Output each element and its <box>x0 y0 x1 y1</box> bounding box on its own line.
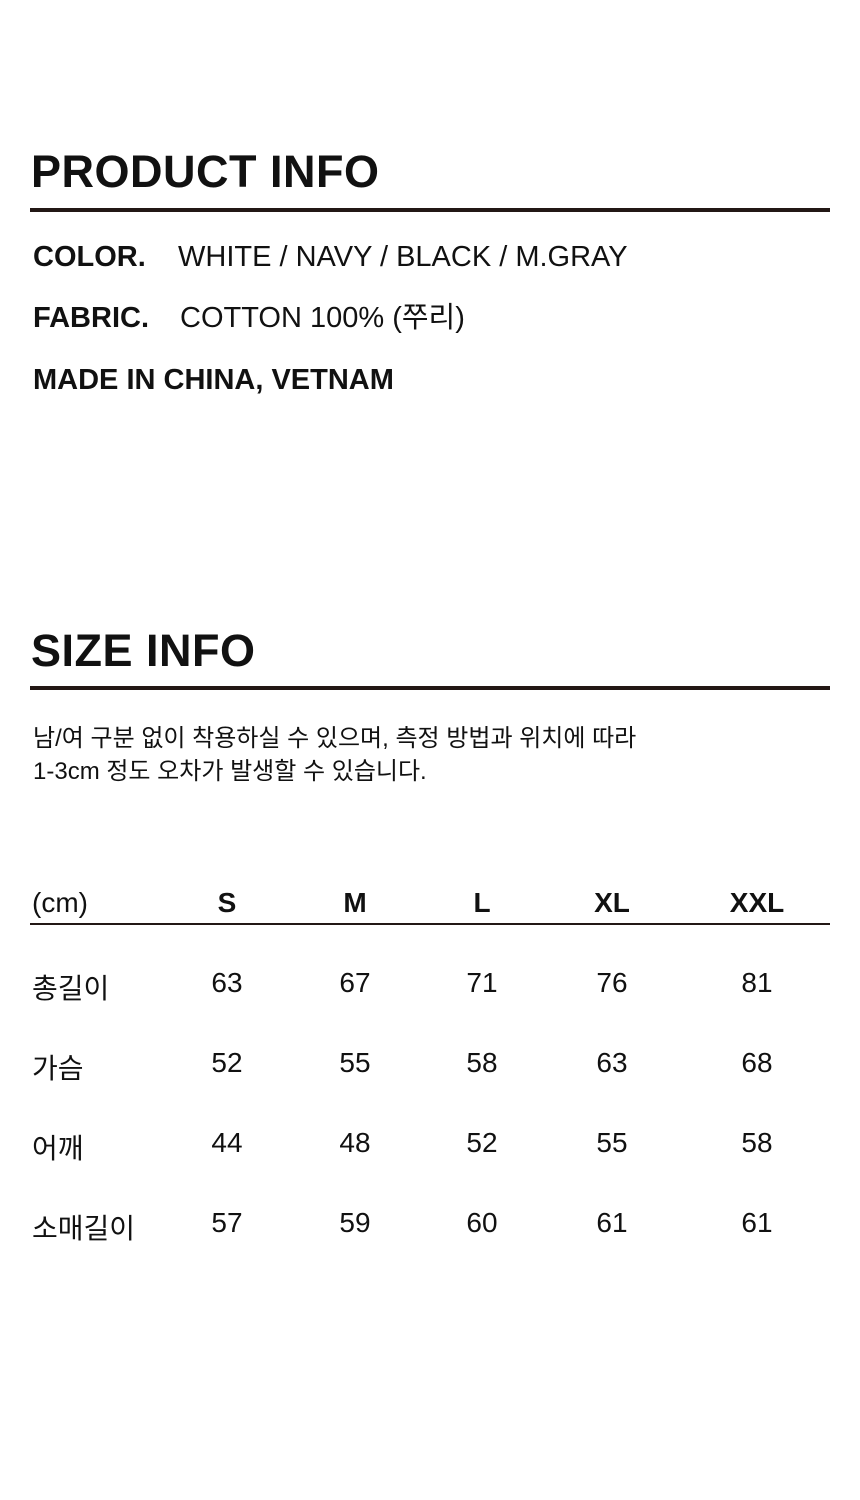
size-info-divider <box>30 686 830 690</box>
product-info-title: PRODUCT INFO <box>31 146 380 197</box>
table-row: 어깨 44 48 52 55 58 <box>0 1127 860 1167</box>
table-row: 가슴 52 55 58 63 68 <box>0 1047 860 1087</box>
table-cell: 67 <box>339 967 371 998</box>
table-cell: 81 <box>741 967 773 998</box>
row-label: 소매길이 <box>32 1213 136 1244</box>
size-table-header: (cm) S M L XL XXL <box>0 887 860 927</box>
color-label: COLOR. <box>33 241 146 273</box>
color-value: WHITE / NAVY / BLACK / M.GRAY <box>178 241 628 273</box>
table-header-divider <box>30 923 830 925</box>
table-cell: 76 <box>596 967 628 998</box>
row-label: 가슴 <box>32 1053 84 1084</box>
size-header: L <box>473 887 491 918</box>
table-cell: 61 <box>741 1207 773 1238</box>
fabric-label: FABRIC. <box>33 302 149 334</box>
table-cell: 48 <box>339 1127 371 1158</box>
table-row: 총길이 63 67 71 76 81 <box>0 967 860 1007</box>
table-cell: 68 <box>741 1047 773 1078</box>
table-cell: 57 <box>211 1207 243 1238</box>
table-cell: 52 <box>466 1127 498 1158</box>
size-header: S <box>217 887 237 918</box>
color-line: COLOR. WHITE / NAVY / BLACK / M.GRAY <box>33 243 628 272</box>
table-cell: 58 <box>741 1127 773 1158</box>
size-note-line1: 남/여 구분 없이 착용하실 수 있으며, 측정 방법과 위치에 따라 <box>33 725 637 752</box>
size-info-title: SIZE INFO <box>31 625 256 676</box>
row-label: 어깨 <box>32 1133 84 1164</box>
row-label: 총길이 <box>32 973 110 1004</box>
fabric-line: FABRIC. COTTON 100% (쭈리) <box>33 304 465 333</box>
size-header: M <box>343 887 367 918</box>
origin-line: MADE IN CHINA, VETNAM <box>33 364 394 396</box>
unit-label: (cm) <box>32 887 88 918</box>
size-header: XL <box>594 887 630 918</box>
size-note: 남/여 구분 없이 착용하실 수 있으며, 측정 방법과 위치에 따라 1-3c… <box>33 722 636 788</box>
table-cell: 55 <box>596 1127 628 1158</box>
table-cell: 58 <box>466 1047 498 1078</box>
table-row: 소매길이 57 59 60 61 61 <box>0 1207 860 1247</box>
size-header: XXL <box>729 887 785 918</box>
size-note-line2: 1-3cm 정도 오차가 발생할 수 있습니다. <box>33 758 427 785</box>
table-cell: 44 <box>211 1127 243 1158</box>
table-cell: 60 <box>466 1207 498 1238</box>
table-cell: 52 <box>211 1047 243 1078</box>
table-cell: 71 <box>466 967 498 998</box>
table-cell: 55 <box>339 1047 371 1078</box>
table-cell: 63 <box>211 967 243 998</box>
product-info-divider <box>30 208 830 212</box>
table-cell: 59 <box>339 1207 371 1238</box>
fabric-value: COTTON 100% (쭈리) <box>180 302 465 334</box>
table-cell: 63 <box>596 1047 628 1078</box>
table-cell: 61 <box>596 1207 628 1238</box>
